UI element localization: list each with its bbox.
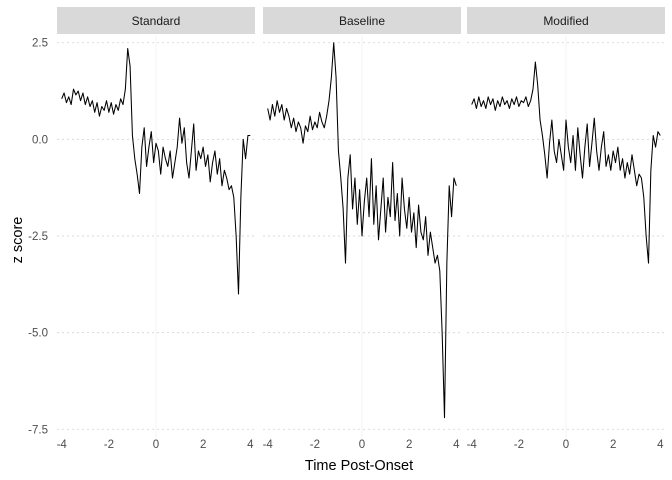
y-tick-label: 0.0 xyxy=(32,134,48,146)
series-line-standard xyxy=(61,48,251,295)
x-axis: -4 -2 0 2 4 -4 -2 0 2 4 -4 -2 0 2 4 xyxy=(57,439,664,451)
y-tick-label: -5.0 xyxy=(28,328,48,340)
x-tick-label: -2 xyxy=(514,439,524,451)
facet-strip xyxy=(57,7,255,34)
x-tick-label: 4 xyxy=(247,439,254,451)
x-tick-label: -2 xyxy=(310,439,320,451)
x-tick-label: -4 xyxy=(467,439,478,451)
x-tick-label: 0 xyxy=(359,439,365,451)
facet-strip xyxy=(467,7,665,34)
x-tick-label: 2 xyxy=(200,439,206,451)
y-axis: 2.5 0.0 -2.5 -5.0 -7.5 xyxy=(28,38,48,437)
facet-strip xyxy=(263,7,461,34)
x-tick-label: 4 xyxy=(657,439,664,451)
x-tick-label: -2 xyxy=(104,439,114,451)
facet-strip-label: Standard xyxy=(132,14,181,28)
facet-strip-label: Baseline xyxy=(339,14,385,28)
x-tick-label: 2 xyxy=(406,439,412,451)
x-tick-label: 4 xyxy=(453,439,460,451)
x-axis-title: Time Post-Onset xyxy=(305,458,413,474)
x-tick-label: 0 xyxy=(563,439,569,451)
x-tick-label: 2 xyxy=(610,439,616,451)
facet-panels: Standard Baseline Modified xyxy=(57,7,665,437)
x-tick-label: -4 xyxy=(57,439,68,451)
facet-panel-standard: Standard xyxy=(57,7,255,437)
facet-panel-baseline: Baseline xyxy=(263,7,461,437)
y-axis-title: z score xyxy=(10,217,26,264)
facet-strip-label: Modified xyxy=(543,14,588,28)
facet-panel-modified: Modified xyxy=(467,7,665,437)
series-line-modified xyxy=(471,61,661,264)
y-tick-label: -2.5 xyxy=(28,231,48,243)
y-tick-label: -7.5 xyxy=(28,424,48,436)
y-tick-label: 2.5 xyxy=(32,38,48,50)
x-tick-label: -4 xyxy=(263,439,274,451)
series-line-baseline xyxy=(267,42,457,419)
x-tick-label: 0 xyxy=(153,439,159,451)
